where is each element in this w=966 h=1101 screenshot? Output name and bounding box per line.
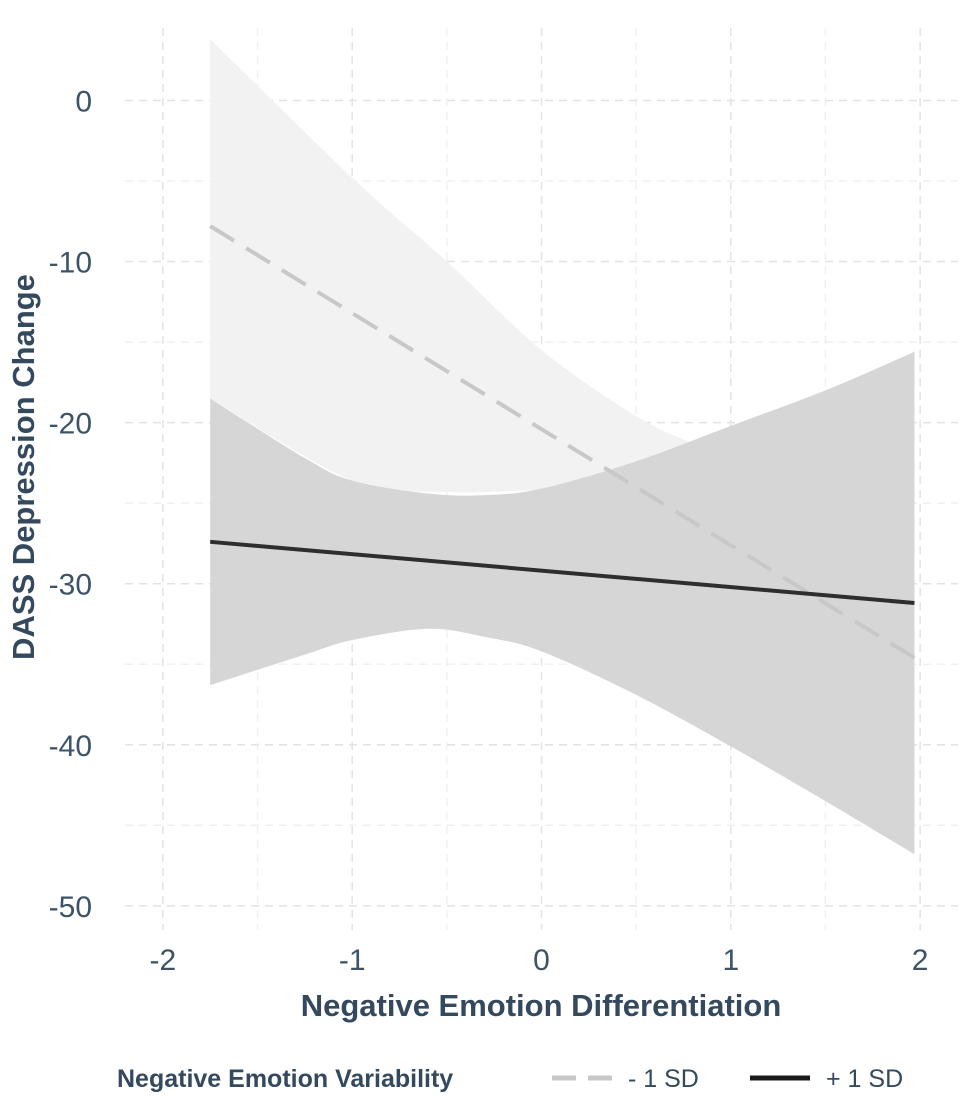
legend-label-minus-1sd: - 1 SD (628, 1065, 699, 1093)
series-line-minus-1sd (209, 224, 916, 660)
series-line-plus-1sd (210, 539, 915, 606)
x-tick-label: 0 (533, 944, 550, 977)
legend-label-plus-1sd: + 1 SD (826, 1065, 903, 1093)
line-layer (209, 224, 916, 660)
x-axis-title: Negative Emotion Differentiation (301, 988, 782, 1023)
x-tick-label: -1 (339, 944, 366, 977)
legend: Negative Emotion Variability - 1 SD + 1 … (117, 1065, 903, 1093)
y-tick-label: 0 (75, 85, 92, 118)
y-tick-label: -40 (49, 730, 92, 763)
y-tick-label: -10 (49, 247, 92, 280)
ribbon-minus-1sd (210, 39, 915, 769)
legend-title: Negative Emotion Variability (117, 1065, 453, 1093)
ribbon-layer (210, 39, 915, 855)
x-tick-label: 2 (912, 944, 929, 977)
tick-layer: -2 -1 0 1 20-10-20-30-40-50 (49, 85, 929, 977)
y-axis-title: DASS Depression Change (6, 274, 41, 660)
x-tick-label: -2 (150, 944, 177, 977)
x-tick-label: 1 (722, 944, 739, 977)
y-tick-label: -50 (49, 891, 92, 924)
ribbon-plus-1sd (210, 351, 915, 855)
y-tick-label: -20 (49, 408, 92, 441)
y-tick-label: -30 (49, 569, 92, 602)
